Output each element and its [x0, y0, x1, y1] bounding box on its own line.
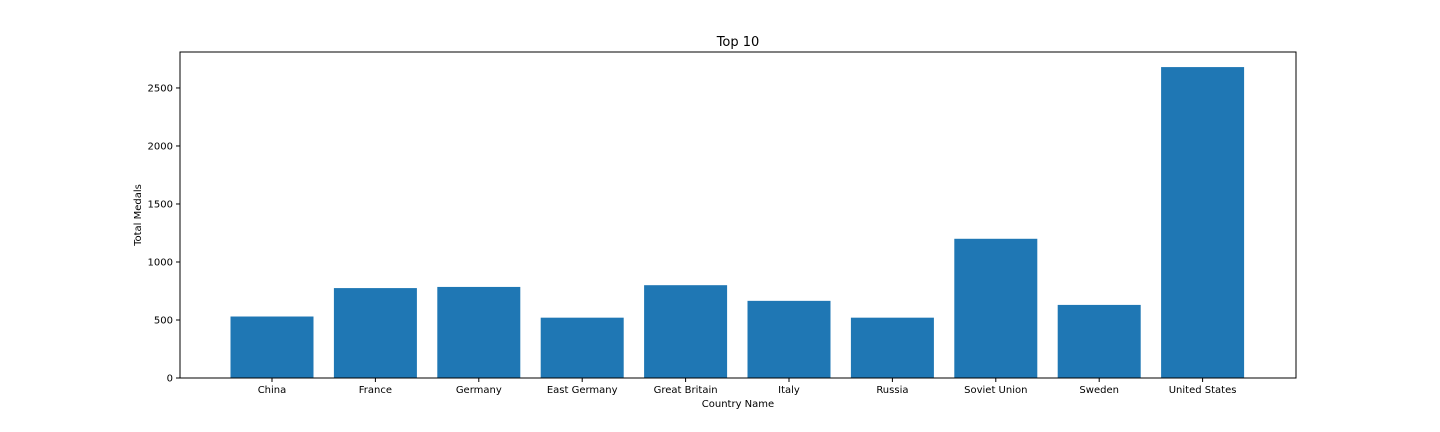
- x-tick-label: Germany: [456, 385, 502, 396]
- bar-east-germany: [540, 317, 624, 378]
- bar-russia: [850, 317, 934, 378]
- y-axis: 0 500 1000 1500 2000 2500: [148, 83, 180, 385]
- bars-group: [230, 67, 1245, 378]
- x-tick-label: France: [359, 385, 392, 396]
- x-axis-label: Country Name: [702, 399, 774, 410]
- x-tick-label: China: [258, 385, 287, 396]
- chart-title: Top 10: [716, 35, 760, 50]
- x-tick-label: Sweden: [1079, 385, 1119, 396]
- y-tick-label: 1000: [148, 257, 173, 268]
- bar-soviet-union: [954, 238, 1038, 378]
- y-tick-label: 1500: [148, 199, 173, 210]
- bar-united-states: [1161, 67, 1245, 378]
- x-tick-label: Great Britain: [654, 385, 718, 396]
- y-tick-label: 0: [167, 374, 173, 385]
- bar-germany: [437, 286, 521, 378]
- bar-france: [333, 288, 417, 378]
- x-tick-label: United States: [1169, 385, 1237, 396]
- bar-italy: [747, 300, 831, 378]
- y-axis-label: Total Medals: [133, 184, 144, 247]
- bar-china: [230, 316, 314, 378]
- y-tick-label: 2500: [148, 83, 173, 94]
- x-axis: China France Germany East Germany Great Brit…: [258, 378, 1237, 396]
- x-tick-label: Italy: [778, 385, 800, 396]
- bar-sweden: [1057, 304, 1141, 378]
- x-tick-label: East Germany: [547, 385, 618, 396]
- bar-great-britain: [644, 285, 728, 378]
- x-tick-label: Soviet Union: [964, 385, 1027, 396]
- y-tick-label: 500: [154, 315, 173, 326]
- plot-frame: [179, 51, 1297, 379]
- y-tick-label: 2000: [148, 141, 173, 152]
- x-tick-label: Russia: [876, 385, 908, 396]
